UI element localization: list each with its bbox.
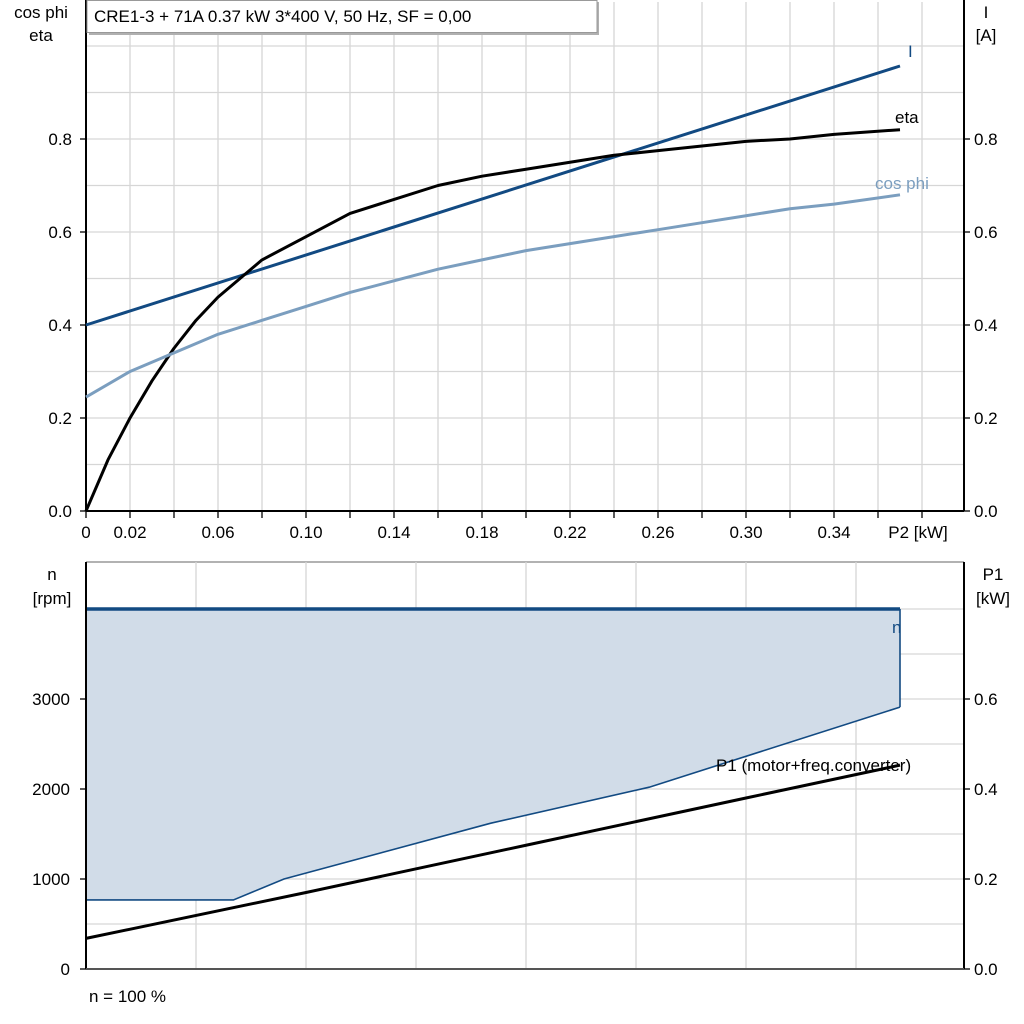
y-tick-label-right: 0.4 [974, 780, 998, 799]
chart-title: CRE1-3 + 71A 0.37 kW 3*400 V, 50 Hz, SF … [94, 7, 471, 26]
x-tick-label: 0.30 [729, 523, 762, 542]
y-axis-label-right-unit: [kW] [976, 589, 1010, 608]
y-tick-label-left: 0.2 [48, 409, 72, 428]
series-line-cos-phi [85, 193, 901, 399]
n-operating-range-area [86, 609, 900, 900]
y-tick-label-right: 0.6 [974, 223, 998, 242]
x-tick-label: 0.10 [289, 523, 322, 542]
series-line-i [85, 64, 901, 327]
x-tick-label: 0.18 [465, 523, 498, 542]
n-lower-boundary-line [86, 706, 901, 901]
series-label-p1: P1 (motor+freq.converter) [716, 756, 911, 775]
y-axis-label-right-unit: [A] [976, 26, 997, 45]
x-axis-label: P2 [kW] [888, 523, 948, 542]
series-line-p1 [85, 763, 901, 940]
series-label-eta: eta [895, 108, 919, 127]
series-label-n: n [892, 618, 901, 637]
x-tick-label: 0.26 [641, 523, 674, 542]
y-tick-label-right: 0.0 [974, 960, 998, 979]
y-tick-label-right: 0.0 [974, 502, 998, 521]
series-line-eta [84, 128, 901, 512]
x-tick-label: 0.02 [113, 523, 146, 542]
y-axis-label-left-eta: eta [29, 26, 53, 45]
speed-footnote: n = 100 % [89, 987, 166, 1006]
y-tick-label-right: 0.2 [974, 409, 998, 428]
y-tick-label-left: 1000 [32, 870, 70, 889]
y-axis-label-right-i: I [984, 3, 989, 22]
x-tick-label: 0.34 [817, 523, 850, 542]
y-tick-label-right: 0.4 [974, 316, 998, 335]
y-tick-label-left: 0 [61, 960, 70, 979]
series-label-i: I [908, 42, 913, 61]
y-tick-label-left: 0.4 [48, 316, 72, 335]
x-tick-label: 0.06 [201, 523, 234, 542]
y-tick-label-left: 0.6 [48, 223, 72, 242]
y-tick-label-left: 0.0 [48, 502, 72, 521]
title-box [86, 0, 598, 33]
y-tick-label-right: 0.8 [974, 130, 998, 149]
y-axis-label-left-unit: [rpm] [33, 589, 72, 608]
x-tick-label: 0.14 [377, 523, 410, 542]
y-tick-label-left: 3000 [32, 690, 70, 709]
y-tick-label-right: 0.6 [974, 690, 998, 709]
y-tick-label-right: 0.2 [974, 870, 998, 889]
x-tick-label: 0 [81, 523, 90, 542]
y-tick-label-left: 0.8 [48, 130, 72, 149]
y-axis-label-left-cosphi: cos phi [14, 3, 68, 22]
x-tick-label: 0.22 [553, 523, 586, 542]
y-axis-label-right-p1: P1 [983, 565, 1004, 584]
y-tick-label-left: 2000 [32, 780, 70, 799]
series-label-cos-phi: cos phi [875, 174, 929, 193]
y-axis-label-left-n: n [47, 565, 56, 584]
